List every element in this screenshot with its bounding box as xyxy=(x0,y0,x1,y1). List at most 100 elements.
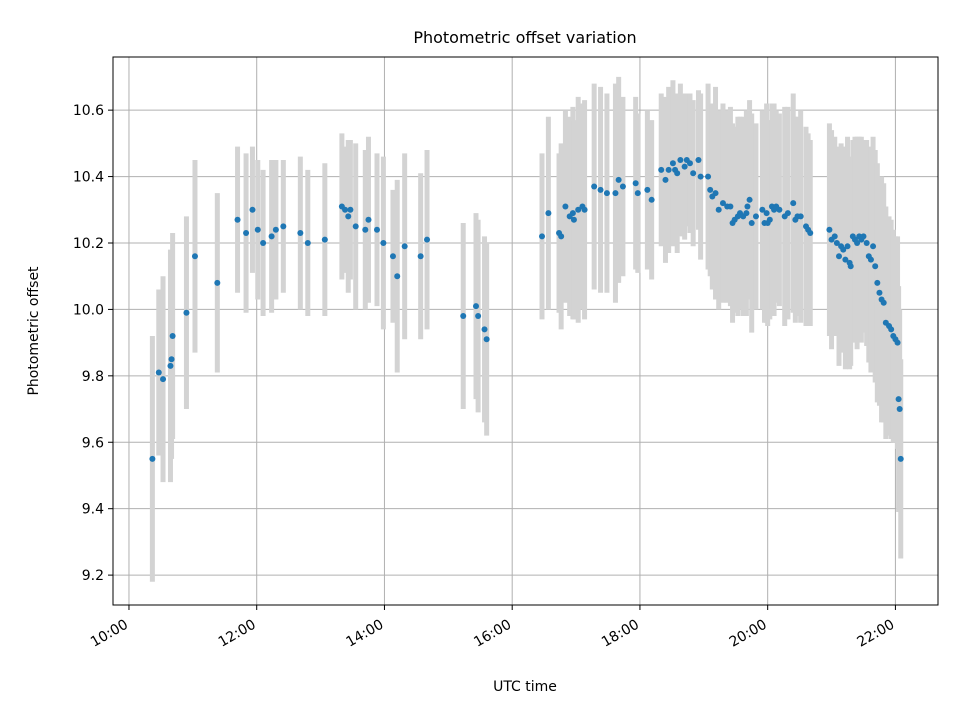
data-point xyxy=(658,166,665,173)
data-point xyxy=(249,206,256,213)
data-point xyxy=(365,216,372,223)
data-point xyxy=(234,216,241,223)
y-tick-label: 10.6 xyxy=(73,103,104,119)
data-point xyxy=(644,186,651,193)
data-point xyxy=(570,216,577,223)
data-point xyxy=(826,226,833,233)
data-point xyxy=(345,213,352,220)
data-point xyxy=(394,273,401,280)
data-point xyxy=(681,163,688,170)
data-point xyxy=(744,203,751,210)
data-point xyxy=(272,226,279,233)
data-point xyxy=(715,206,722,213)
data-point xyxy=(662,176,669,183)
data-point xyxy=(380,239,387,246)
data-point xyxy=(690,170,697,177)
y-axis: 9.2 9.4 9.6 9.8 10.0 10.2 10.4 10.6 xyxy=(73,103,113,584)
data-point xyxy=(473,303,479,310)
data-point xyxy=(545,210,552,217)
data-point xyxy=(863,239,870,246)
data-point xyxy=(424,236,431,243)
data-point xyxy=(581,206,588,213)
data-point xyxy=(597,186,604,193)
data-point xyxy=(214,279,221,286)
data-point xyxy=(880,299,887,306)
data-point xyxy=(160,376,167,383)
y-tick-label: 10.2 xyxy=(73,236,104,252)
data-point xyxy=(876,289,883,296)
grid xyxy=(113,57,938,605)
data-point xyxy=(417,253,424,260)
data-point xyxy=(705,173,712,180)
data-point xyxy=(362,226,369,233)
data-point xyxy=(669,160,676,167)
data-point xyxy=(254,226,261,233)
data-point xyxy=(280,223,287,230)
data-point xyxy=(169,332,176,339)
data-point xyxy=(743,210,750,217)
data-point xyxy=(872,263,879,270)
data-point xyxy=(665,166,672,173)
data-point xyxy=(539,233,545,240)
data-point xyxy=(619,183,626,190)
data-point xyxy=(677,156,684,163)
data-point xyxy=(833,239,840,246)
data-point xyxy=(860,233,867,240)
data-point xyxy=(389,253,396,260)
data-point xyxy=(752,213,759,220)
data-point xyxy=(897,455,904,462)
data-point xyxy=(842,256,849,263)
data-point xyxy=(352,223,359,230)
data-point xyxy=(634,190,641,197)
data-point xyxy=(712,190,719,197)
data-point xyxy=(836,253,842,260)
data-point xyxy=(844,243,851,250)
data-point xyxy=(260,239,267,246)
data-point xyxy=(748,220,755,227)
y-tick-label: 9.6 xyxy=(82,435,104,451)
chart-title: Photometric offset variation xyxy=(413,28,636,47)
data-point xyxy=(460,313,467,320)
data-point xyxy=(575,206,582,213)
data-point xyxy=(847,263,854,270)
data-point xyxy=(867,256,874,263)
data-point xyxy=(558,233,565,240)
data-point xyxy=(854,239,861,246)
data-point xyxy=(697,173,704,180)
data-point xyxy=(167,362,174,369)
data-point xyxy=(870,243,877,250)
data-point xyxy=(481,326,488,333)
data-point xyxy=(707,186,714,193)
data-point xyxy=(807,230,814,237)
data-point xyxy=(591,183,598,190)
data-point xyxy=(569,210,576,217)
data-point xyxy=(342,206,349,213)
data-point xyxy=(776,206,783,213)
data-point xyxy=(297,230,304,237)
data-point xyxy=(401,243,408,250)
plot-frame xyxy=(112,56,939,606)
data-point xyxy=(790,200,797,207)
y-tick-label: 10.4 xyxy=(73,170,104,186)
data-point xyxy=(168,356,175,363)
y-tick-label: 9.2 xyxy=(82,568,104,584)
data-point xyxy=(695,156,702,163)
data-point xyxy=(719,200,726,207)
data-point xyxy=(797,213,804,220)
y-tick-label: 10.0 xyxy=(73,302,104,318)
data-point xyxy=(321,236,328,243)
data-point xyxy=(183,309,190,316)
data-point xyxy=(304,239,311,246)
data-point xyxy=(374,226,380,233)
data-points xyxy=(149,156,904,462)
y-tick-label: 9.4 xyxy=(82,502,104,518)
data-point xyxy=(895,396,902,403)
data-point xyxy=(831,233,838,240)
data-point xyxy=(648,196,655,203)
data-point xyxy=(632,180,639,187)
data-point xyxy=(874,279,881,286)
x-axis-label: UTC time xyxy=(493,679,557,695)
data-point xyxy=(243,230,250,237)
y-tick-label: 9.8 xyxy=(82,369,104,385)
data-point xyxy=(784,210,791,217)
